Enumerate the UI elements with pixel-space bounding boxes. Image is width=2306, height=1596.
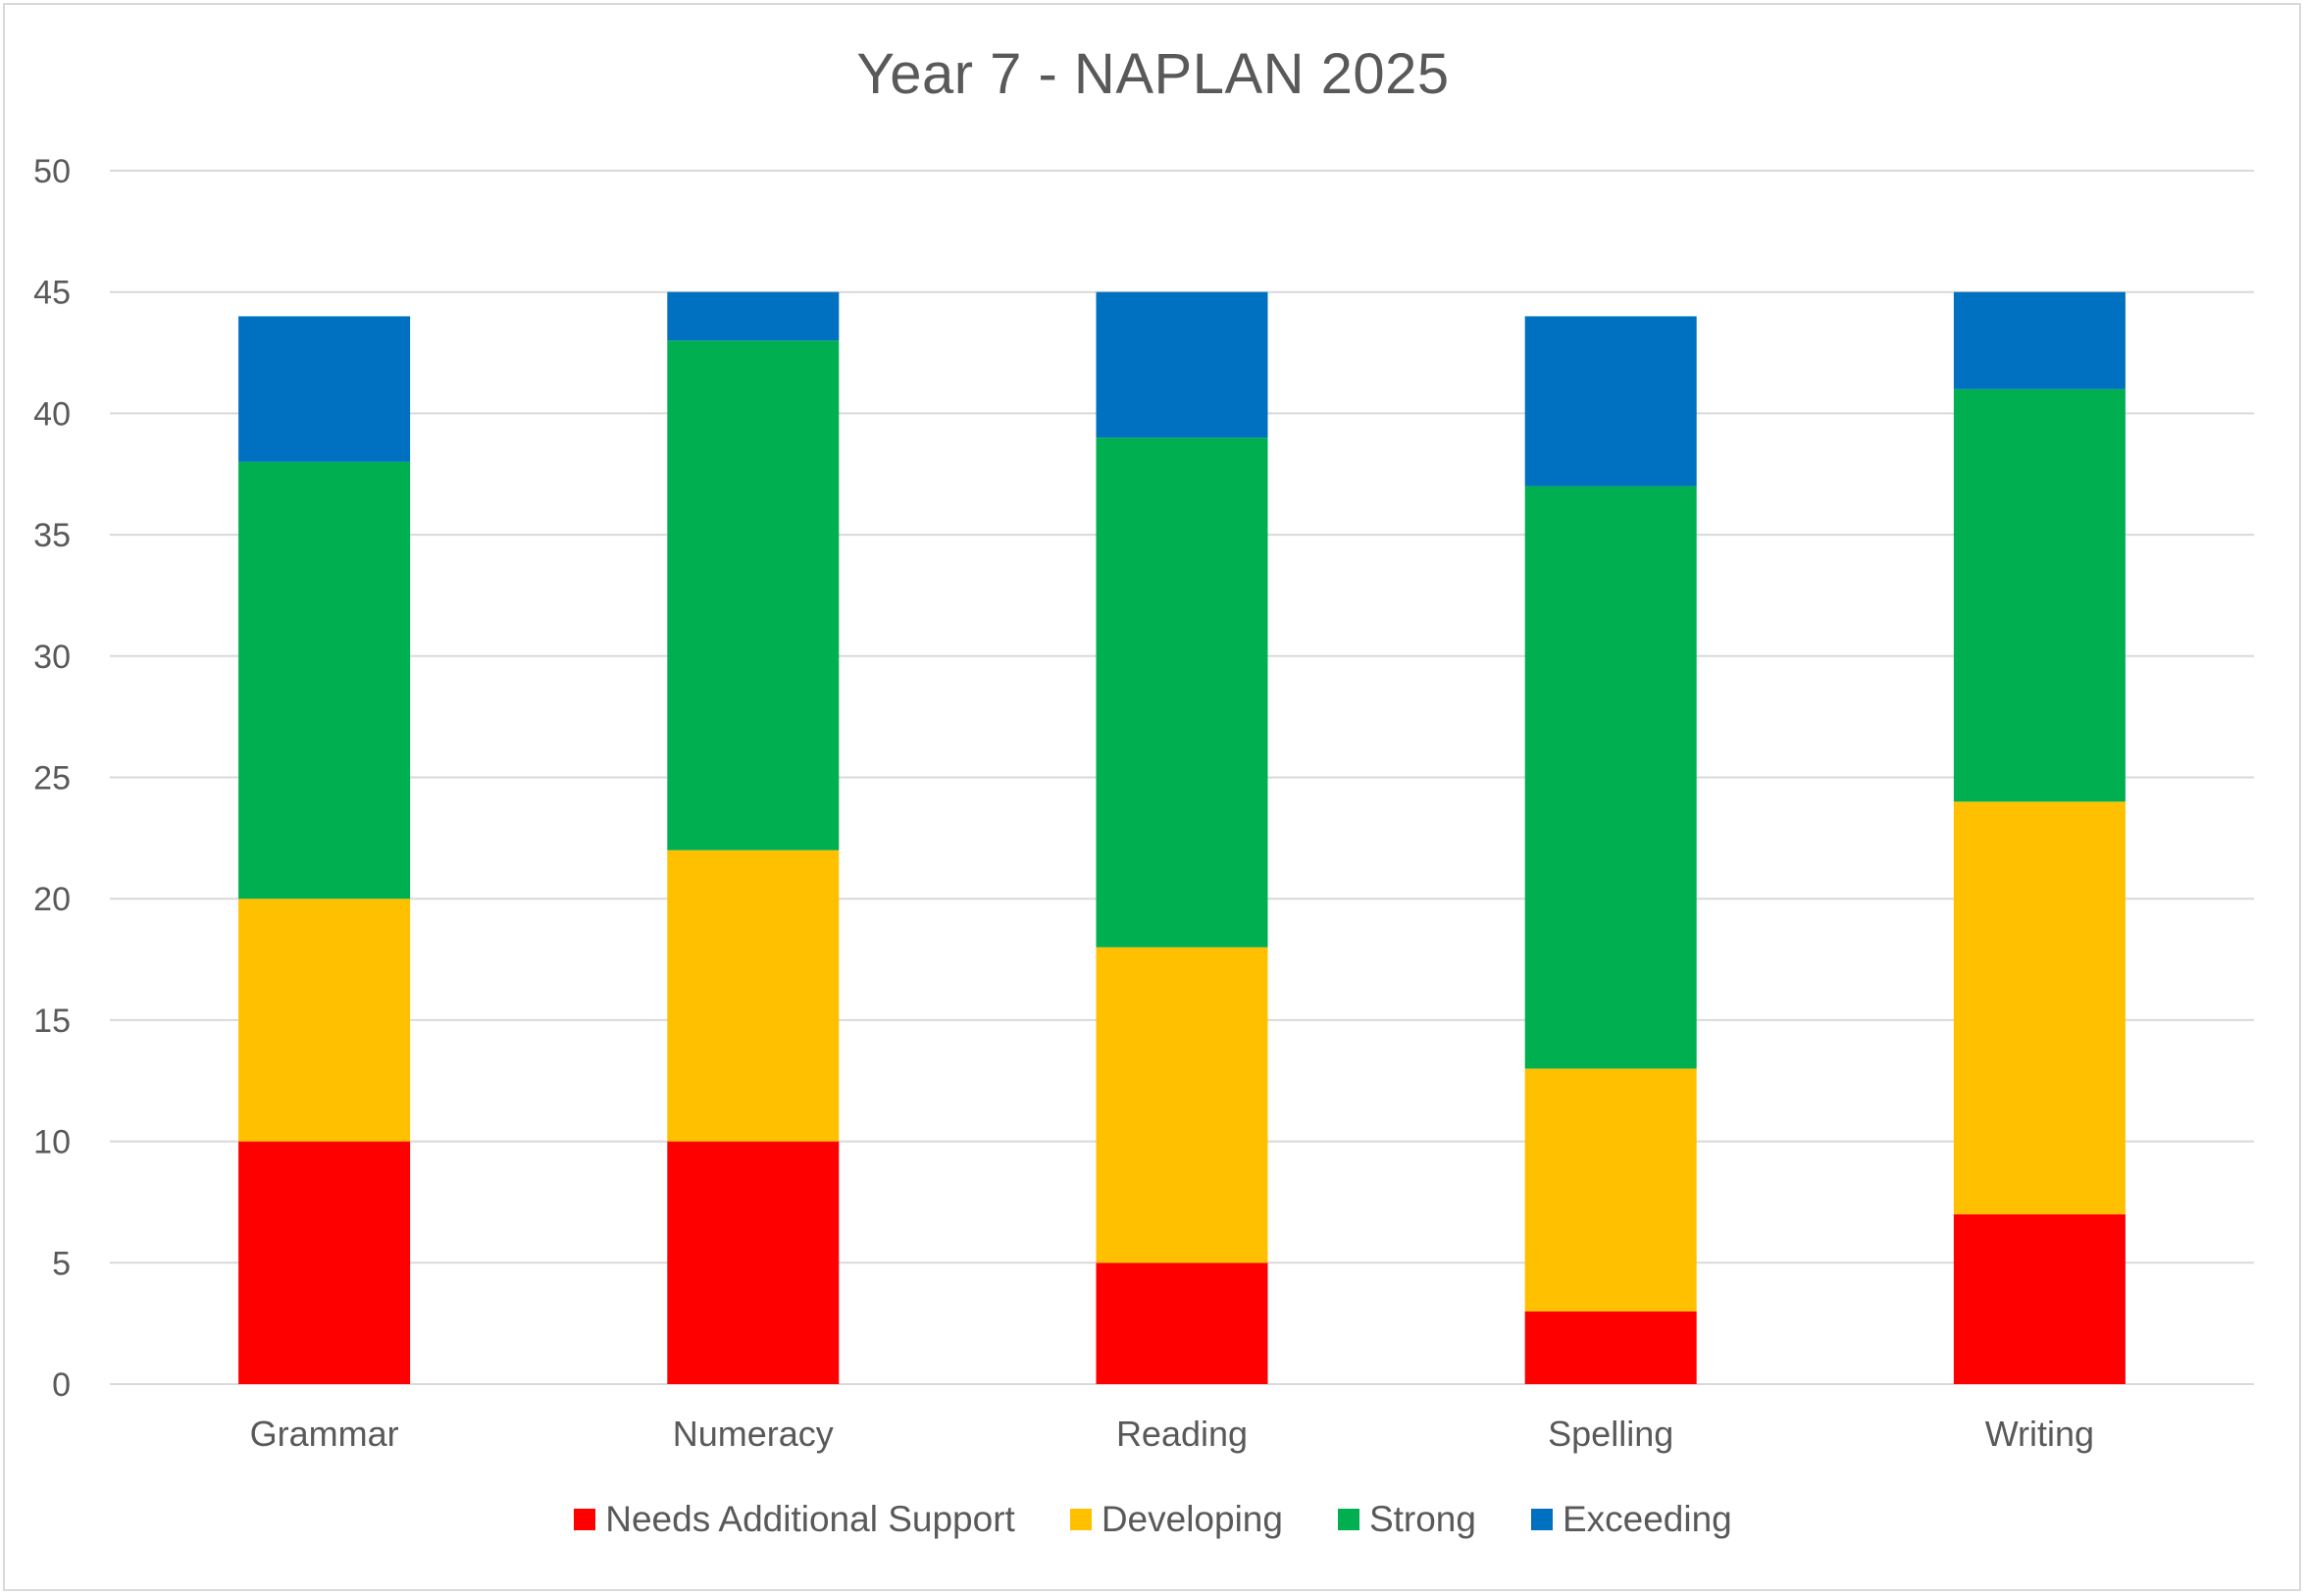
x-category-label-grammar: Grammar [250, 1414, 399, 1454]
x-category-label-numeracy: Numeracy [673, 1414, 834, 1454]
bar-spelling-strong [1524, 486, 1697, 1069]
bar-reading-developing [1096, 947, 1268, 1263]
legend-swatch [1069, 1509, 1092, 1530]
legend-item-needs-additional-support: Needs Additional Support [574, 1499, 1015, 1540]
legend-item-developing: Developing [1069, 1499, 1283, 1540]
y-tick-label-0: 0 [52, 1366, 71, 1404]
y-tick-label-45: 45 [33, 275, 71, 312]
x-category-label-spelling: Spelling [1548, 1414, 1673, 1454]
x-category-label-writing: Writing [1985, 1414, 2094, 1454]
chart-title: Year 7 - NAPLAN 2025 [856, 42, 1450, 106]
bar-numeracy-exceeding [667, 291, 840, 341]
legend-swatch [574, 1509, 596, 1530]
bar-spelling-exceeding [1524, 316, 1697, 487]
bar-spelling-needs-additional-support [1524, 1311, 1697, 1384]
bar-grammar-needs-additional-support [238, 1141, 411, 1384]
legend-label: Strong [1368, 1499, 1476, 1539]
legend-label: Needs Additional Support [605, 1499, 1015, 1539]
bars [238, 291, 2126, 1384]
bar-spelling-developing [1524, 1068, 1697, 1312]
bar-grammar-strong [238, 461, 411, 900]
bar-reading-strong [1096, 438, 1268, 948]
legend-swatch [1337, 1509, 1359, 1530]
y-tick-label-5: 5 [52, 1245, 71, 1282]
y-axis-tick-labels: 0 5 10 15 20 25 30 35 40 45 50 [33, 153, 71, 1404]
x-axis-category-labels: Grammar Numeracy Reading Spelling Writing [250, 1414, 2094, 1454]
bar-writing-needs-additional-support [1953, 1213, 2126, 1384]
bar-writing-developing [1953, 801, 2126, 1214]
bar-numeracy-needs-additional-support [667, 1141, 840, 1384]
legend-item-exceeding: Exceeding [1530, 1499, 1732, 1540]
bar-reading-exceeding [1096, 291, 1268, 438]
y-tick-label-40: 40 [33, 395, 71, 433]
bar-numeracy-developing [667, 849, 840, 1142]
y-tick-label-35: 35 [33, 517, 71, 554]
bar-writing-strong [1953, 388, 2126, 802]
bar-grammar-exceeding [238, 316, 411, 462]
y-tick-label-10: 10 [33, 1124, 71, 1161]
x-category-label-reading: Reading [1116, 1414, 1248, 1454]
legend-label: Exceeding [1562, 1499, 1732, 1539]
y-tick-label-20: 20 [33, 881, 71, 918]
legend: Needs Additional Support Developing Strong… [0, 1499, 2306, 1540]
bar-writing-exceeding [1953, 291, 2126, 389]
bar-reading-needs-additional-support [1096, 1262, 1268, 1384]
bar-grammar-developing [238, 899, 411, 1142]
y-tick-label-25: 25 [33, 760, 71, 798]
y-tick-label-50: 50 [33, 153, 71, 190]
legend-item-strong: Strong [1337, 1499, 1476, 1540]
y-tick-label-15: 15 [33, 1003, 71, 1040]
bar-numeracy-strong [667, 340, 840, 850]
legend-swatch [1530, 1509, 1553, 1530]
legend-label: Developing [1101, 1499, 1283, 1539]
y-tick-label-30: 30 [33, 639, 71, 676]
